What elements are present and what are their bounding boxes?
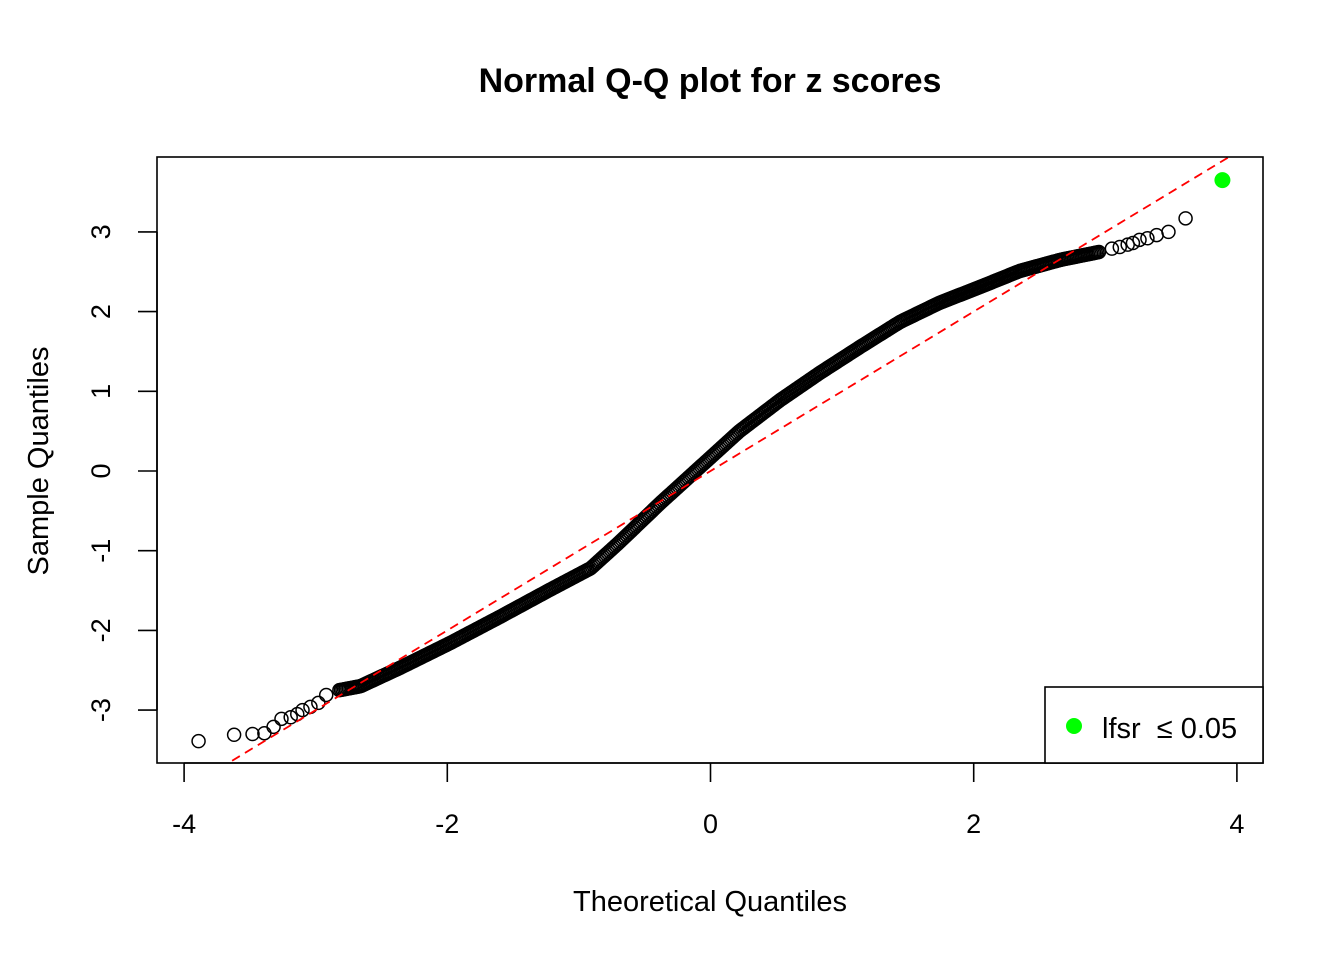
data-point bbox=[312, 696, 325, 709]
data-point bbox=[1150, 229, 1163, 242]
data-point bbox=[275, 712, 288, 725]
data-point bbox=[1113, 241, 1126, 254]
x-tick-label: 2 bbox=[966, 809, 981, 839]
y-tick-label: -1 bbox=[86, 539, 116, 563]
y-axis-label: Sample Quantiles bbox=[23, 347, 55, 576]
data-point bbox=[1179, 212, 1192, 225]
x-tick-label: -4 bbox=[172, 809, 196, 839]
x-axis-label: Theoretical Quantiles bbox=[573, 886, 847, 918]
y-tick-label: 3 bbox=[86, 224, 116, 239]
legend-marker bbox=[1066, 718, 1082, 734]
data-point bbox=[228, 728, 241, 741]
y-tick-label: -2 bbox=[86, 618, 116, 642]
data-point bbox=[258, 727, 271, 740]
x-tick-label: 0 bbox=[703, 809, 718, 839]
y-tick-label: 1 bbox=[86, 384, 116, 399]
chart-title: Normal Q-Q plot for z scores bbox=[479, 62, 942, 100]
x-tick-label: 4 bbox=[1229, 809, 1244, 839]
y-tick-label: 2 bbox=[86, 304, 116, 319]
highlighted-point bbox=[1214, 172, 1230, 188]
legend-label: lfsr ≤ 0.05 bbox=[1102, 713, 1237, 745]
data-point bbox=[267, 720, 280, 733]
data-point bbox=[320, 688, 333, 701]
y-tick-label: 0 bbox=[86, 463, 116, 478]
data-point bbox=[1141, 232, 1154, 245]
x-tick-label: -2 bbox=[435, 809, 459, 839]
legend: lfsr ≤ 0.05 bbox=[1045, 687, 1263, 763]
data-point bbox=[192, 735, 205, 748]
data-point bbox=[246, 728, 259, 741]
data-point bbox=[1162, 225, 1175, 238]
y-tick-label: -3 bbox=[86, 698, 116, 722]
